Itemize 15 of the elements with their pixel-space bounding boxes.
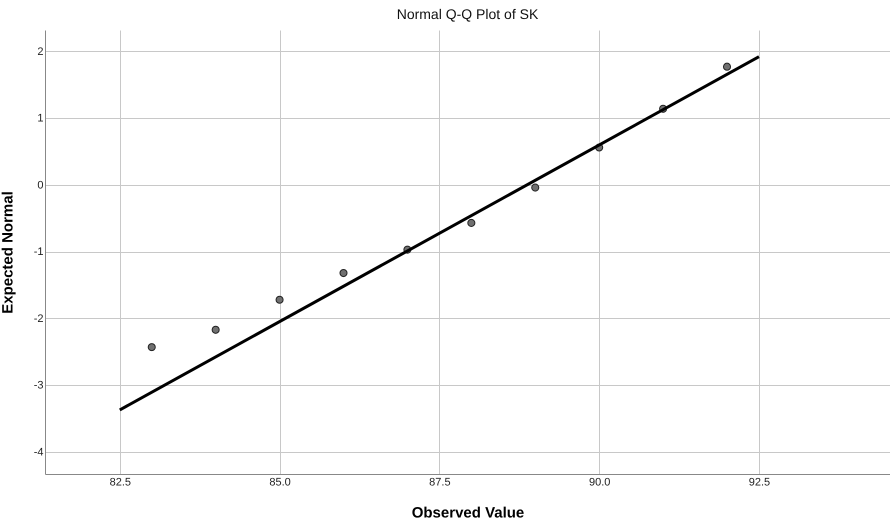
y-tick-label: -1 [34,246,44,258]
x-tick-label: 82.5 [110,476,131,488]
y-tick-label: 2 [37,46,44,58]
x-axis-title: Observed Value [412,504,524,522]
y-axis-title: Expected Normal [0,191,17,314]
x-tick-label: 85.0 [269,476,291,488]
y-tick-label: 1 [37,112,44,125]
y-tick-label: -2 [34,312,44,325]
y-tick-label: -4 [34,446,44,458]
y-tick-label: 0 [37,179,44,192]
chart-title: Normal Q-Q Plot of SK [396,6,539,22]
x-tick-label: 92.5 [748,476,770,488]
x-tick-label: 90.0 [588,476,610,488]
y-tick-label: -3 [34,380,44,392]
x-tick-label: 87.5 [429,476,451,488]
